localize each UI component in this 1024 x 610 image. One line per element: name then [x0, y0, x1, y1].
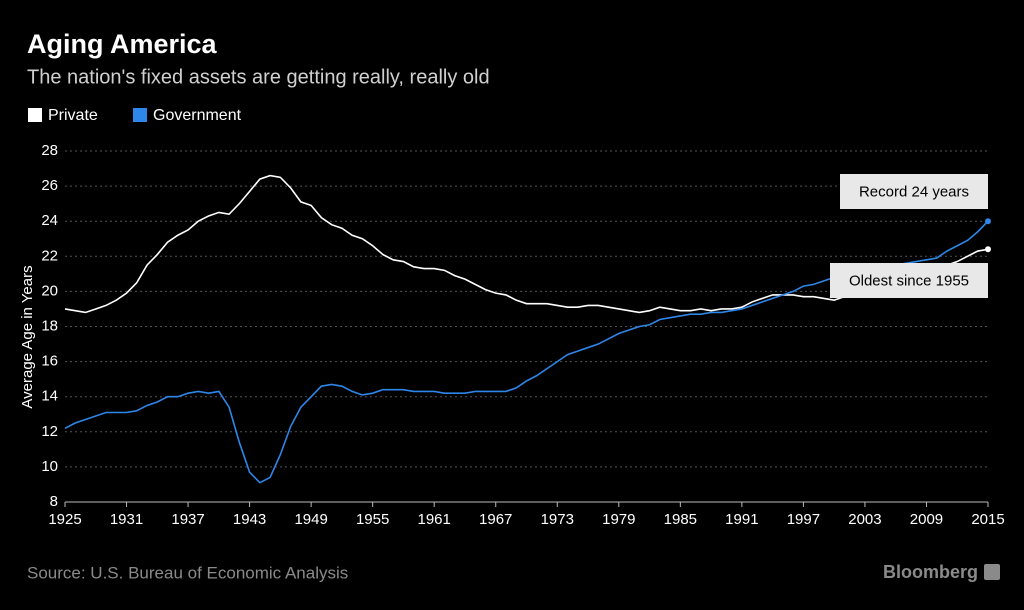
legend-label: Government: [153, 107, 242, 124]
legend-swatch: [133, 108, 147, 122]
x-tick-label: 1979: [602, 511, 635, 528]
x-tick-label: 1997: [787, 511, 820, 528]
end-point: [985, 218, 991, 225]
brand-icon: [984, 564, 1000, 580]
y-tick-label: 20: [41, 282, 58, 299]
x-tick-label: 1961: [418, 511, 451, 528]
annotation-box: [830, 263, 988, 298]
brand: Bloomberg: [883, 562, 978, 582]
x-tick-label: 2015: [971, 511, 1004, 528]
y-tick-label: 10: [41, 458, 58, 475]
series-line: [64, 220, 989, 484]
y-tick-label: 16: [41, 353, 58, 370]
annotation: Oldest since 1955: [849, 272, 969, 289]
y-tick-label: 12: [41, 423, 58, 440]
end-point: [985, 246, 991, 253]
x-tick-label: 1973: [541, 511, 574, 528]
source: Source: U.S. Bureau of Economic Analysis: [27, 563, 348, 582]
annotation: Record 24 years: [859, 183, 969, 200]
series-line: [64, 174, 989, 314]
legend-swatch: [28, 108, 42, 122]
y-tick-label: 24: [41, 212, 58, 229]
chart-subtitle: The nation's fixed assets are getting re…: [27, 66, 490, 88]
legend-label: Private: [48, 107, 98, 124]
x-tick-label: 2009: [910, 511, 943, 528]
x-tick-label: 1955: [356, 511, 389, 528]
x-tick-label: 1937: [171, 511, 204, 528]
x-tick-label: 1985: [664, 511, 697, 528]
x-tick-label: 1931: [110, 511, 143, 528]
x-tick-label: 1991: [725, 511, 758, 528]
x-tick-label: 1943: [233, 511, 266, 528]
x-tick-label: 1967: [479, 511, 512, 528]
y-axis-label: Average Age in Years: [19, 265, 36, 408]
x-tick-label: 1949: [294, 511, 327, 528]
x-tick-label: 2003: [848, 511, 881, 528]
y-tick-label: 14: [41, 388, 58, 405]
chart-title: Aging America: [27, 29, 218, 59]
x-tick-label: 1925: [48, 511, 81, 528]
annotation-box: [840, 174, 988, 209]
y-tick-label: 22: [41, 247, 58, 264]
y-tick-label: 28: [41, 142, 58, 159]
y-tick-label: 8: [50, 493, 58, 510]
y-tick-label: 18: [41, 317, 58, 334]
y-tick-label: 26: [41, 177, 58, 194]
